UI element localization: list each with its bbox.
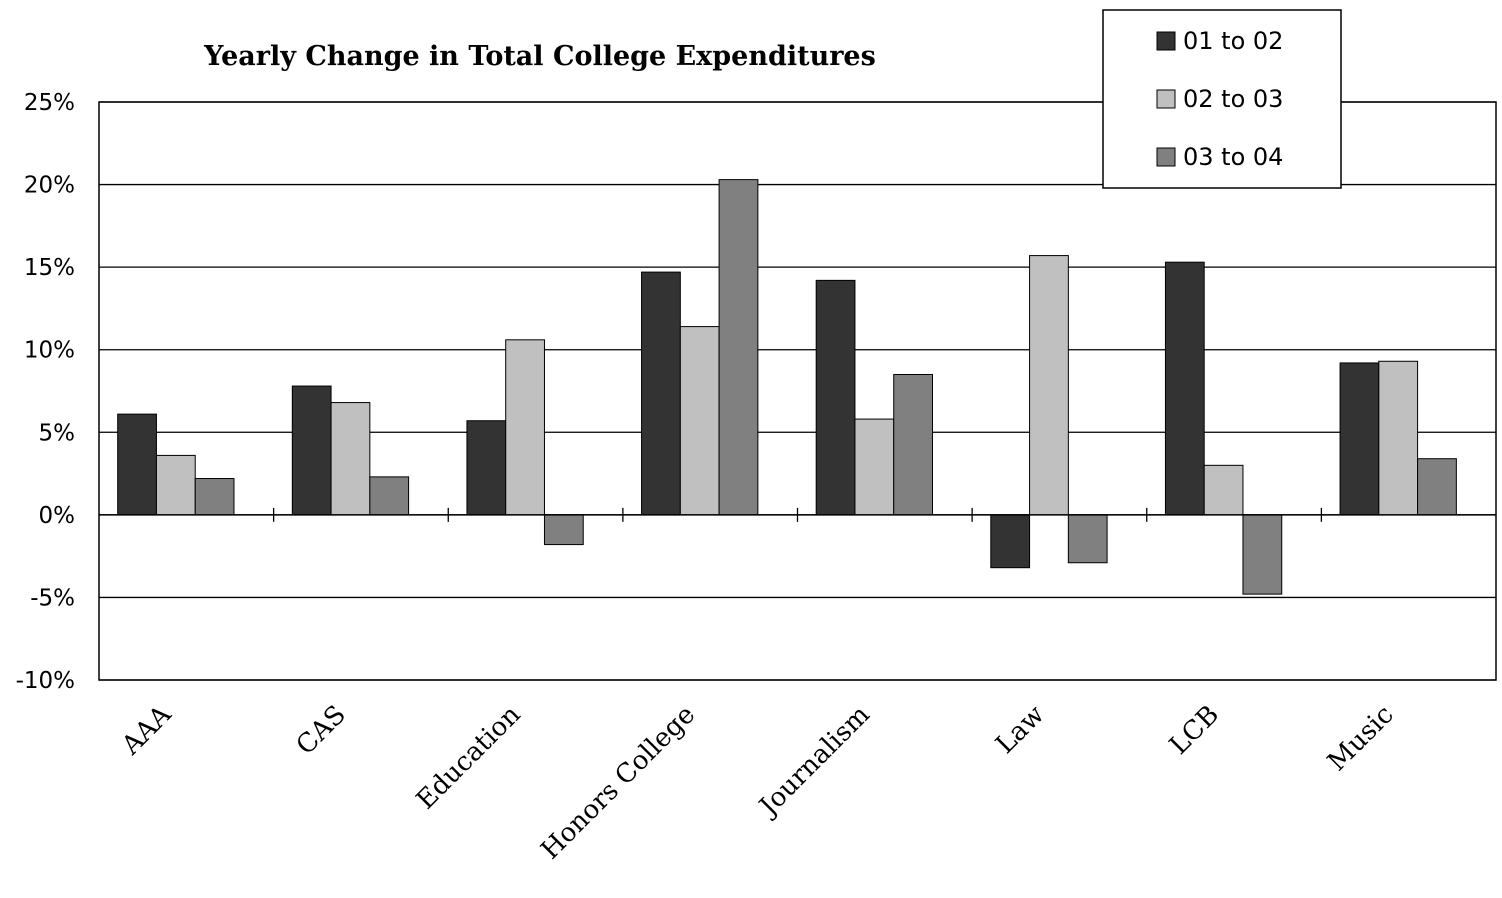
- y-tick-label: 10%: [24, 338, 75, 364]
- bar: [641, 271, 681, 516]
- y-tick-label: 25%: [24, 90, 75, 116]
- axes: [98, 101, 1497, 681]
- legend-label: 02 to 03: [1183, 85, 1283, 113]
- bar: [1029, 255, 1069, 516]
- y-tick-label: 15%: [24, 255, 75, 281]
- x-category-label: Honors College: [535, 700, 701, 866]
- x-axis-category-labels: AAA CAS Education Honors College Journalism L…: [116, 699, 1400, 866]
- bar: [1203, 464, 1244, 516]
- y-tick-label: 20%: [24, 173, 75, 199]
- legend-label: 01 to 02: [1183, 27, 1283, 55]
- y-axis-tick-labels: 25% 20% 15% 10% 5% 0% -5% -10%: [16, 90, 75, 694]
- bar: [679, 326, 720, 516]
- bar: [155, 454, 196, 516]
- chart-title: Yearly Change in Total College Expenditu…: [203, 41, 876, 72]
- legend-swatch: [1156, 89, 1176, 109]
- y-tick-label: -5%: [30, 585, 75, 611]
- legend: 01 to 02 02 to 03 03 to 04: [1102, 9, 1342, 189]
- legend-swatch: [1156, 31, 1176, 51]
- x-category-label: Education: [411, 700, 527, 816]
- bar: [893, 373, 933, 516]
- y-tick-label: 0%: [39, 503, 76, 529]
- bar: [815, 279, 856, 516]
- x-category-label: AAA: [116, 699, 179, 762]
- x-category-label: CAS: [291, 700, 352, 761]
- bar: [1242, 514, 1283, 595]
- bar: [1339, 362, 1380, 516]
- bar: [543, 514, 584, 546]
- bar: [330, 402, 371, 516]
- bar: [1164, 261, 1205, 516]
- bar: [1378, 360, 1419, 516]
- bar: [291, 385, 332, 516]
- bar: [194, 478, 235, 516]
- bar: [990, 514, 1031, 569]
- bar: [1417, 458, 1457, 516]
- bar: [718, 179, 759, 516]
- legend-box: [1102, 9, 1342, 189]
- plot-area-border: [98, 101, 1497, 681]
- bar: [369, 476, 410, 516]
- x-category-label: Law: [990, 700, 1050, 760]
- x-category-label: Music: [1322, 700, 1399, 777]
- bar: [117, 413, 157, 516]
- y-tick-label: -10%: [16, 668, 75, 694]
- legend-swatch: [1156, 147, 1176, 167]
- bar: [466, 420, 507, 516]
- bars: [117, 179, 1457, 595]
- y-tick-label: 5%: [39, 420, 76, 446]
- bar: [505, 339, 545, 516]
- x-category-label: Journalism: [752, 700, 876, 824]
- x-category-label: LCB: [1164, 700, 1225, 761]
- legend-label: 03 to 04: [1183, 143, 1283, 171]
- bar: [854, 418, 895, 516]
- bar: [1067, 514, 1108, 564]
